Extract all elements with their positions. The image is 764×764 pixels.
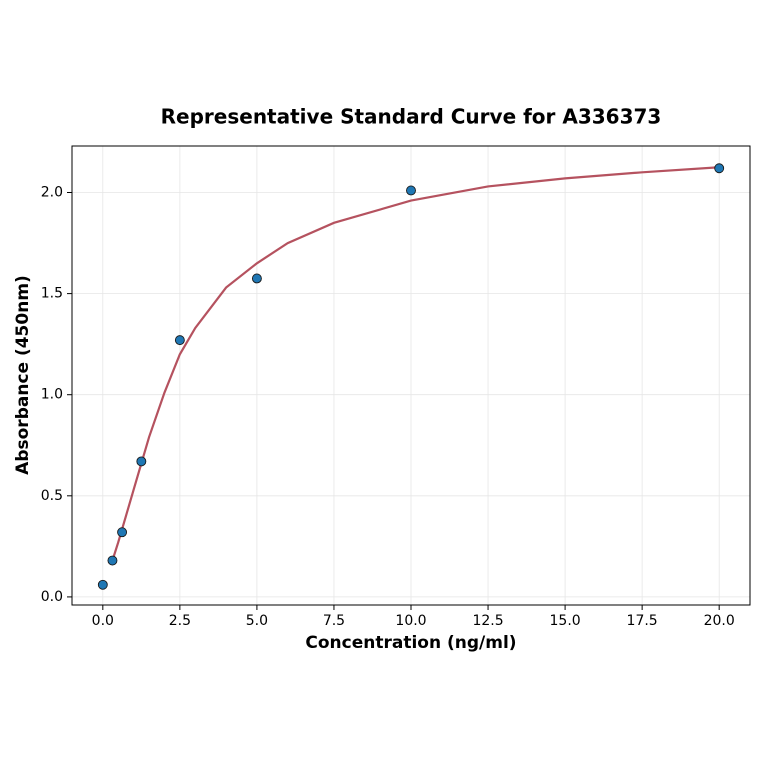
y-tick-label: 0.0 [41, 589, 63, 605]
y-axis-label: Absorbance (450nm) [13, 275, 33, 475]
x-tick-label: 2.5 [169, 613, 191, 629]
fit-curve [111, 166, 720, 561]
x-tick-label: 15.0 [550, 613, 581, 629]
data-point [117, 527, 128, 538]
data-point [107, 555, 118, 566]
chart-title: Representative Standard Curve for A33637… [161, 105, 662, 129]
y-tick-label: 2.0 [41, 185, 63, 201]
x-tick-label: 7.5 [323, 613, 345, 629]
data-point [136, 456, 147, 467]
data-point [174, 335, 185, 346]
y-tick-label: 0.5 [41, 488, 63, 504]
data-point [251, 273, 262, 284]
y-tick-label: 1.5 [41, 286, 63, 302]
data-point [406, 185, 416, 196]
data-point [714, 163, 725, 174]
x-tick-label: 17.5 [627, 613, 658, 629]
grid [72, 146, 750, 605]
x-axis-label: Concentration (ng/ml) [305, 633, 516, 653]
x-tick-label: 10.0 [395, 613, 426, 629]
x-tick-label: 5.0 [246, 613, 268, 629]
plot-marks [97, 163, 725, 590]
data-point [97, 579, 108, 590]
x-tick-label: 12.5 [472, 613, 503, 629]
y-tick-label: 1.0 [41, 387, 63, 403]
x-tick-label: 0.0 [92, 613, 114, 629]
x-tick-label: 20.0 [704, 613, 735, 629]
